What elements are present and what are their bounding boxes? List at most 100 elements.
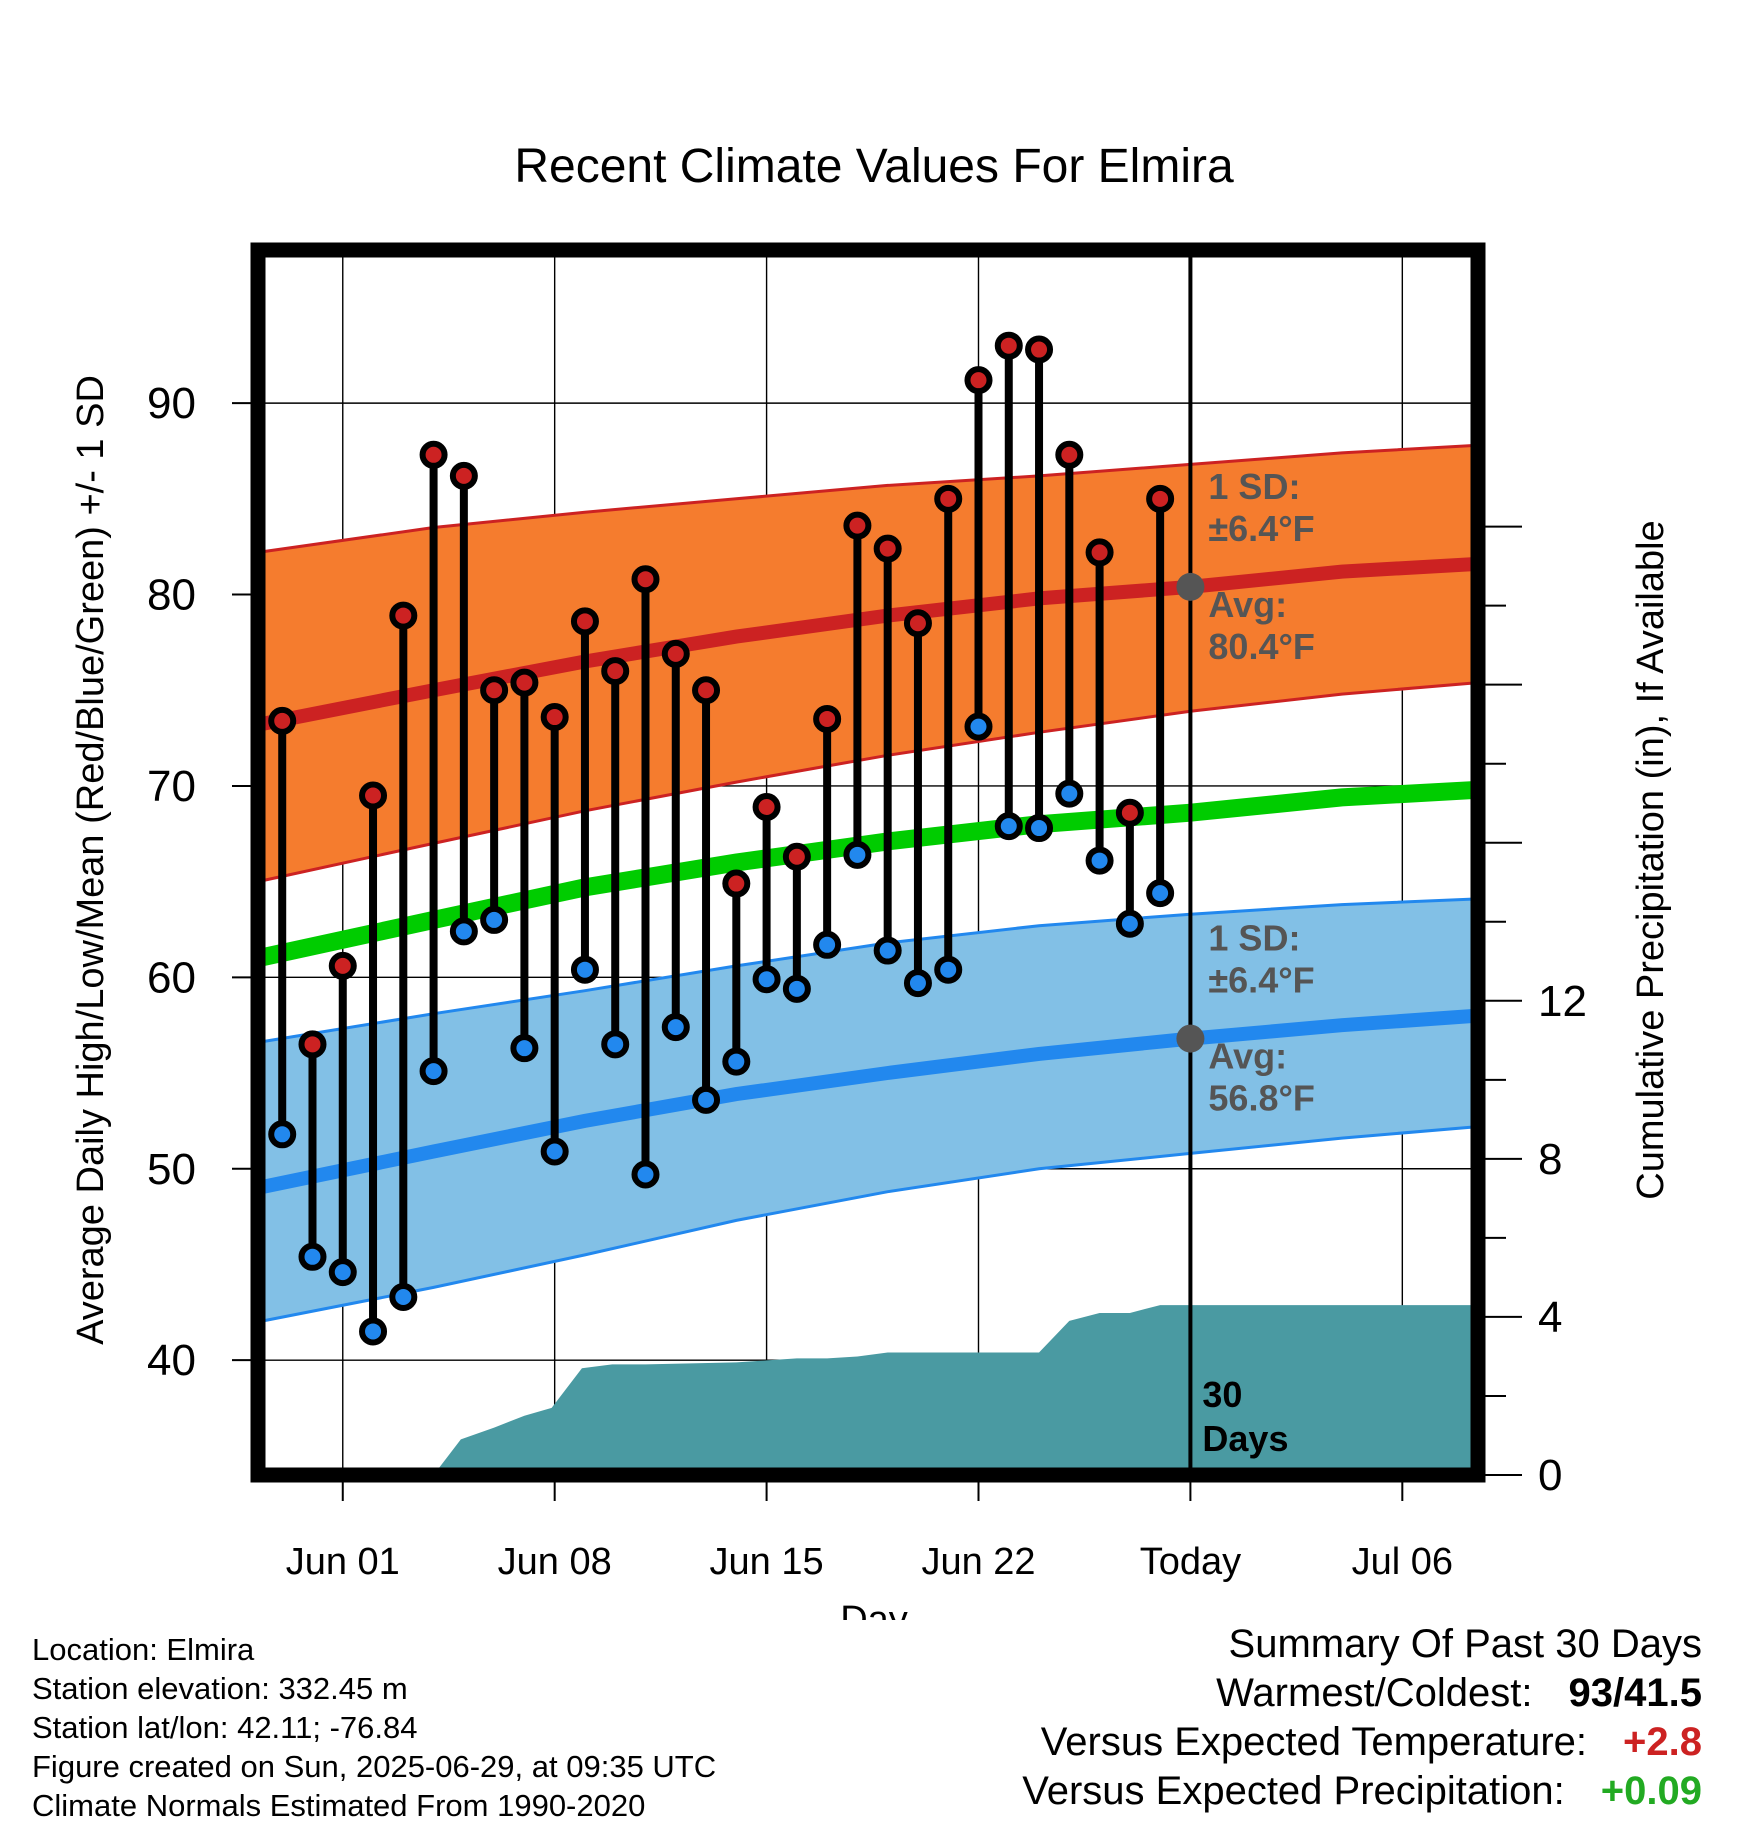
daily-high-point [328,951,357,980]
daily-low-point [1115,909,1144,938]
daily-high-point [1025,335,1054,364]
x-axis-label: Day [840,1599,908,1620]
daily-high-point [631,565,660,594]
daily-high-point [752,792,781,821]
high-sd-band [258,445,1478,882]
daily-high-point [1085,538,1114,567]
daily-high-point [419,440,448,469]
daily-low-point [813,930,842,959]
high-sd-label: 1 SD: [1208,466,1300,507]
station-info: Location: Elmira Station elevation: 332.… [32,1630,716,1825]
low-sd-band-lower [257,1125,1479,1324]
daily-high-point [873,534,902,563]
summary-precip-row: Versus Expected Precipitation: +0.09 [942,1769,1702,1818]
daily-low-point [1085,846,1114,875]
daily-high-point [692,676,721,705]
daily-low-point [419,1057,448,1086]
daily-high-point [722,869,751,898]
daily-low-point [540,1137,569,1166]
high-avg-label: 80.4°F [1208,626,1314,667]
precip-departure-label: Versus Expected Precipitation: [1022,1769,1565,1813]
daily-low-point [1025,814,1054,843]
daily-low-point [389,1282,418,1311]
normals-text: Climate Normals Estimated From 1990-2020 [32,1788,646,1823]
daily-low-point [782,974,811,1003]
summary-warmest-row: Warmest/Coldest: 93/41.5 [942,1671,1702,1720]
plot-frame [250,242,1486,1483]
precip-area [433,1305,1478,1475]
daily-low-point [298,1242,327,1271]
daily-low-point [359,1317,388,1346]
daily-high-point [540,703,569,732]
y2-tick-label: 4 [1538,1293,1562,1342]
x-tick-label: Jun 22 [921,1541,1035,1583]
y-tick-label: 70 [147,762,196,811]
daily-high-point [1146,484,1175,513]
daily-high-point [298,1030,327,1059]
temp-departure-value: +2.8 [1623,1720,1702,1764]
low-avg-label: Avg: [1208,1036,1287,1077]
daily-low-point [1146,879,1175,908]
daily-high-point [843,511,872,540]
daily-high-point [1115,798,1144,827]
x-tick-label: Today [1140,1541,1241,1583]
daily-low-point [268,1120,297,1149]
summary-title: Summary Of Past 30 Days [1228,1622,1702,1666]
summary-panel: Summary Of Past 30 Days Warmest/Coldest:… [942,1622,1702,1818]
y-tick-label: 90 [147,379,196,428]
precip-departure-value: +0.09 [1600,1769,1702,1813]
daily-low-point [964,712,993,741]
normal-low-line [256,1008,1479,1195]
x-tick-label: Jun 08 [498,1541,612,1583]
days-window-label: 30 [1202,1374,1242,1415]
daily-high-point [268,706,297,735]
daily-high-point [782,842,811,871]
y-tick-label: 50 [147,1145,196,1194]
daily-high-point [903,609,932,638]
daily-high-point [964,366,993,395]
x-tick-label: Jun 15 [710,1541,824,1583]
daily-low-point [1055,779,1084,808]
daily-low-point [570,955,599,984]
daily-high-point [389,601,418,630]
y-axis-label: Average Daily High/Low/Mean (Red/Blue/Gr… [70,375,112,1345]
y-tick-label: 60 [147,953,196,1002]
y2-tick-label: 12 [1538,977,1587,1026]
low-sd-label: ±6.4°F [1208,960,1314,1001]
y2-tick-label: 0 [1538,1451,1562,1500]
daily-high-point [359,781,388,810]
today-normal-low-marker [1176,1024,1205,1053]
daily-high-point [480,676,509,705]
daily-low-point [692,1085,721,1114]
daily-low-point [631,1160,660,1189]
elevation-text: Station elevation: 332.45 m [32,1671,408,1706]
daily-high-point [449,461,478,490]
daily-high-point [570,607,599,636]
daily-low-point [994,812,1023,841]
chart-title: Recent Climate Values For Elmira [514,140,1234,193]
daily-low-point [873,936,902,965]
created-text: Figure created on Sun, 2025-06-29, at 09… [32,1749,717,1784]
daily-low-point [934,955,963,984]
daily-low-point [752,965,781,994]
daily-high-point [813,704,842,733]
y2-tick-label: 8 [1538,1135,1562,1184]
daily-high-point [661,639,690,668]
low-sd-label: 1 SD: [1208,918,1300,959]
temp-departure-label: Versus Expected Temperature: [1040,1720,1588,1764]
high-sd-label: ±6.4°F [1208,508,1314,549]
daily-high-point [994,331,1023,360]
summary-temp-row: Versus Expected Temperature: +2.8 [942,1720,1702,1769]
low-sd-band [258,898,1478,1322]
daily-low-point [601,1030,630,1059]
daily-low-point [449,917,478,946]
warmest-value: 93/41.5 [1568,1671,1702,1715]
today-normal-high-marker [1176,572,1205,601]
daily-low-point [722,1047,751,1076]
daily-low-point [661,1013,690,1042]
location-text: Location: Elmira [32,1632,255,1667]
warmest-label: Warmest/Coldest: [1216,1671,1533,1715]
daily-low-point [903,969,932,998]
x-tick-label: Jul 06 [1352,1541,1453,1583]
